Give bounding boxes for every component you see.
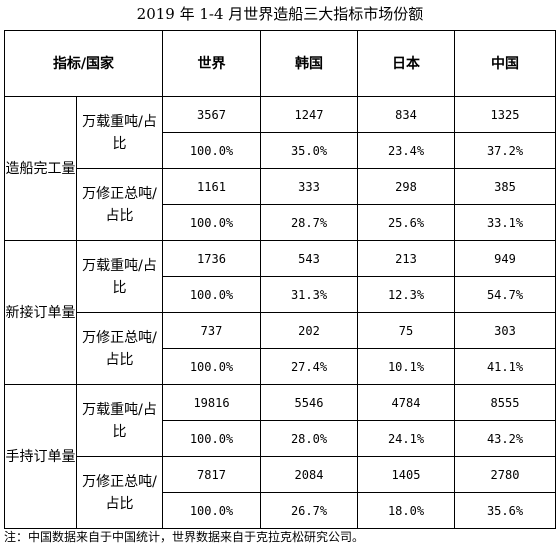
unit-label: 万载重吨/占比: [76, 384, 163, 457]
value-cell: 213: [357, 240, 455, 277]
unit-label: 万修正总吨/占比: [76, 312, 163, 385]
share-cell: 28.0%: [260, 420, 358, 457]
table-row: 万修正总吨/占比 737 202 75 303: [5, 312, 556, 385]
value-cell: 19816: [162, 384, 261, 421]
share-cell: 35.0%: [260, 132, 358, 169]
share-cell: 35.6%: [454, 492, 556, 529]
column-header-korea: 韩国: [260, 30, 358, 97]
share-cell: 41.1%: [454, 348, 556, 385]
share-cell: 27.4%: [260, 348, 358, 385]
value-cell: 4784: [357, 384, 455, 421]
column-header-china: 中国: [454, 30, 556, 97]
header-row: 指标/国家 世界 韩国 日本 中国: [4, 30, 556, 97]
value-cell: 949: [454, 240, 556, 277]
table-row: 100.0% 27.4% 10.1% 41.1%: [5, 348, 556, 385]
share-cell: 23.4%: [357, 132, 455, 169]
share-cell: 28.7%: [260, 204, 358, 241]
share-cell: 33.1%: [454, 204, 556, 241]
share-cell: 12.3%: [357, 276, 455, 313]
share-cell: 18.0%: [357, 492, 455, 529]
table-row: 造船完工量 万载重吨/占比 3567 1247 834 1325: [4, 96, 556, 241]
value-cell: 298: [357, 168, 455, 205]
value-cell: 333: [260, 168, 358, 205]
share-cell: 26.7%: [260, 492, 358, 529]
unit-label: 万载重吨/占比: [76, 240, 163, 313]
category-completions: 造船完工量: [4, 96, 77, 241]
share-cell: 100.0%: [162, 276, 261, 313]
value-cell: 8555: [454, 384, 556, 421]
table-row: 100.0% 31.3% 12.3% 54.7%: [5, 276, 556, 313]
value-cell: 1405: [357, 456, 455, 493]
share-cell: 100.0%: [162, 492, 261, 529]
share-cell: 100.0%: [162, 348, 261, 385]
unit-label: 万修正总吨/占比: [76, 456, 163, 529]
share-cell: 37.2%: [454, 132, 556, 169]
share-cell: 54.7%: [454, 276, 556, 313]
unit-label: 万修正总吨/占比: [76, 168, 163, 241]
value-cell: 1736: [162, 240, 261, 277]
value-cell: 1161: [162, 168, 261, 205]
share-cell: 100.0%: [162, 132, 261, 169]
share-cell: 10.1%: [357, 348, 455, 385]
share-cell: 24.1%: [357, 420, 455, 457]
column-header-world: 世界: [162, 30, 261, 97]
category-backlog: 手持订单量: [4, 384, 77, 529]
share-cell: 25.6%: [357, 204, 455, 241]
value-cell: 543: [260, 240, 358, 277]
table-row: 万修正总吨/占比 7817 2084 1405 2780: [5, 456, 556, 529]
value-cell: 75: [357, 312, 455, 349]
value-cell: 2084: [260, 456, 358, 493]
value-cell: 737: [162, 312, 261, 349]
table-title: 2019 年 1-4 月世界造船三大指标市场份额: [136, 5, 424, 23]
value-cell: 5546: [260, 384, 358, 421]
table-row: 100.0% 28.0% 24.1% 43.2%: [5, 420, 556, 457]
value-cell: 202: [260, 312, 358, 349]
table-row: 100.0% 35.0% 23.4% 37.2%: [5, 132, 556, 169]
market-share-table: 指标/国家 世界 韩国 日本 中国 造船完工量 万载重吨/占比 3567 1247 83…: [4, 30, 556, 529]
value-cell: 385: [454, 168, 556, 205]
column-header-japan: 日本: [357, 30, 455, 97]
value-cell: 303: [454, 312, 556, 349]
table-row: 手持订单量 万载重吨/占比 19816 5546 4784 8555: [4, 384, 556, 529]
corner-header: 指标/国家: [4, 30, 163, 97]
share-cell: 31.3%: [260, 276, 358, 313]
value-cell: 1325: [454, 96, 556, 133]
table-row: 100.0% 26.7% 18.0% 35.6%: [5, 492, 556, 529]
table-row: 100.0% 28.7% 25.6% 33.1%: [5, 204, 556, 241]
category-new-orders: 新接订单量: [4, 240, 77, 385]
unit-label: 万载重吨/占比: [76, 96, 163, 169]
share-cell: 100.0%: [162, 420, 261, 457]
value-cell: 7817: [162, 456, 261, 493]
value-cell: 3567: [162, 96, 261, 133]
footnote: 注：中国数据来自于中国统计，世界数据来自于克拉克松研究公司。: [4, 530, 365, 544]
value-cell: 2780: [454, 456, 556, 493]
value-cell: 834: [357, 96, 455, 133]
table-row: 万修正总吨/占比 1161 333 298 385: [5, 168, 556, 241]
share-cell: 43.2%: [454, 420, 556, 457]
share-cell: 100.0%: [162, 204, 261, 241]
value-cell: 1247: [260, 96, 358, 133]
table-row: 新接订单量 万载重吨/占比 1736 543 213 949: [4, 240, 556, 385]
